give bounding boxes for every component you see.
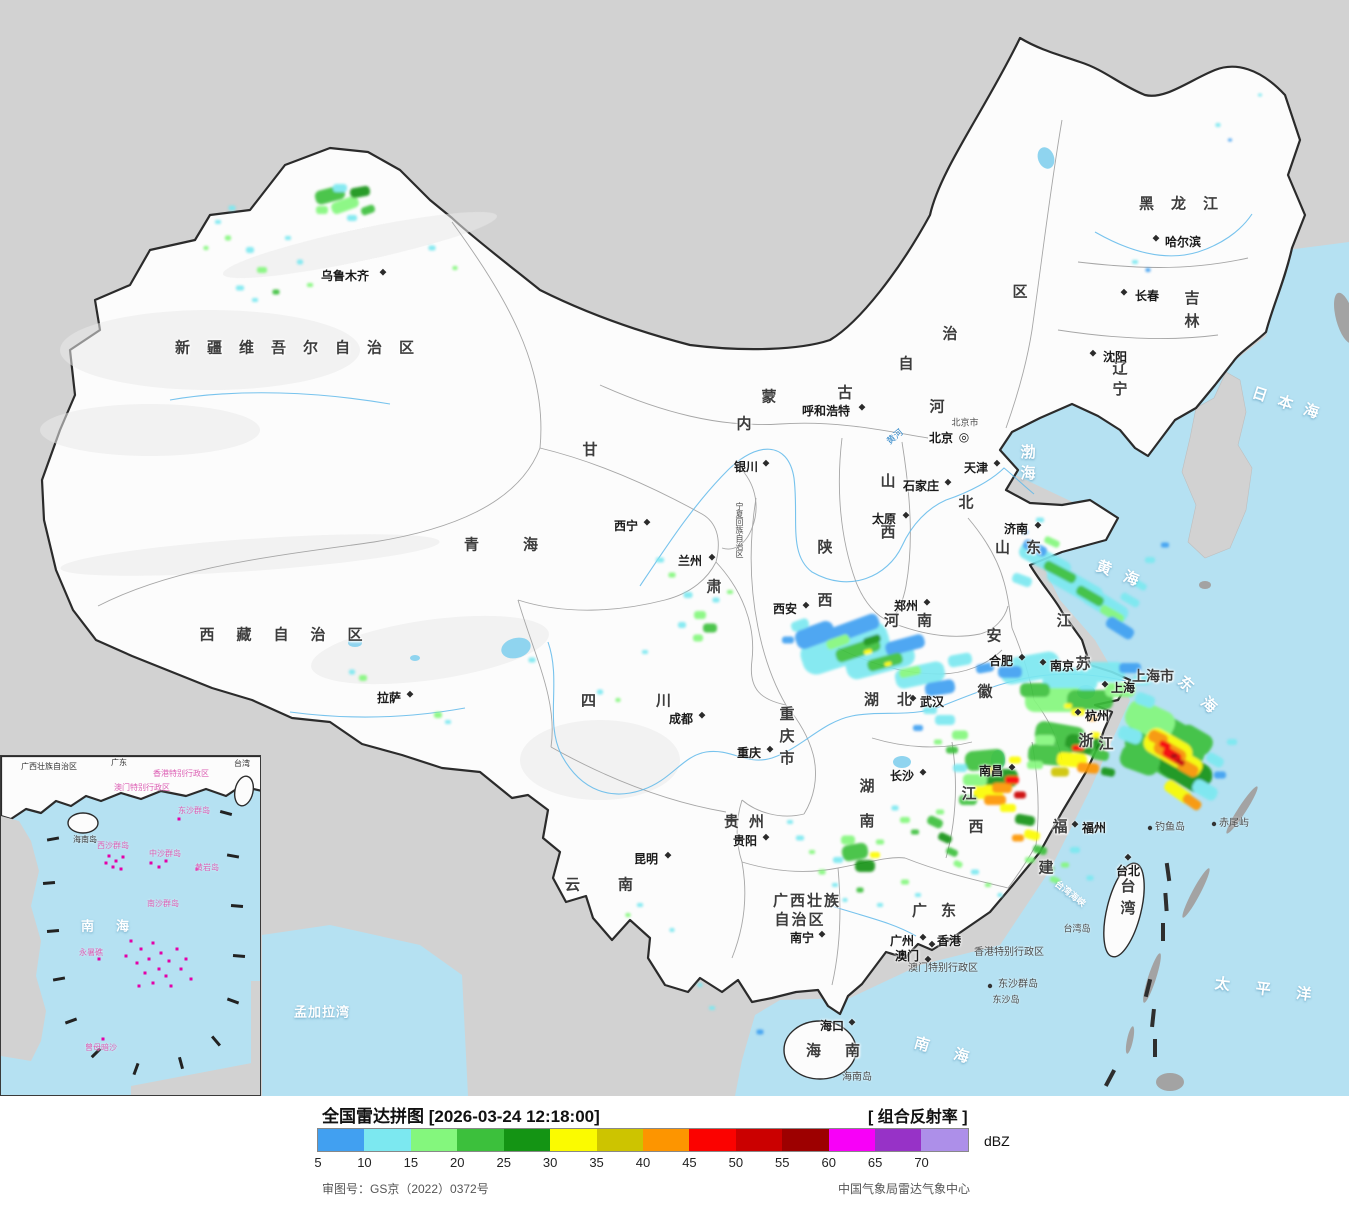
inset-indochina xyxy=(1,816,46,1061)
legend-tick-60: 60 xyxy=(821,1155,836,1170)
legend-unit: dBZ xyxy=(984,1133,1010,1149)
legend-tick-15: 15 xyxy=(403,1155,419,1170)
legend-tick-40: 40 xyxy=(635,1155,651,1170)
legend-color-15 xyxy=(410,1129,458,1151)
qinghai-lake xyxy=(501,637,531,659)
ryukyu-arc-3 xyxy=(1226,786,1258,834)
japan-island xyxy=(1334,292,1349,344)
ryukyu-arc-2 xyxy=(1182,868,1210,918)
legend-tick-65: 65 xyxy=(867,1155,883,1170)
legend-color-25 xyxy=(503,1129,551,1151)
legend-color-45 xyxy=(689,1129,736,1151)
pearl-river xyxy=(831,905,917,937)
hulun-lake xyxy=(1037,147,1055,169)
inset-canvas xyxy=(1,756,260,1095)
legend-title: 全国雷达拼图 [2026-03-24 12:18:00] xyxy=(322,1107,600,1126)
legend-color-10 xyxy=(364,1129,411,1151)
legend-tick-45: 45 xyxy=(682,1155,697,1170)
legend-product-name: [ 组合反射率 ] xyxy=(868,1109,968,1126)
dongting-lake xyxy=(893,756,911,768)
inset-hainan xyxy=(67,812,99,834)
terrain-shading xyxy=(40,211,680,800)
legend-tick-50: 50 xyxy=(728,1155,744,1170)
songhua-river xyxy=(1094,213,1253,257)
legend-color-5 xyxy=(318,1129,365,1151)
legend-tick-55: 55 xyxy=(775,1155,790,1170)
legend-panel: 全国雷达拼图 [2026-03-24 12:18:00] [ 组合反射率 ] d… xyxy=(0,1096,1349,1208)
legend-color-40 xyxy=(642,1129,690,1151)
jeju-island xyxy=(1199,581,1211,589)
legend-color-55 xyxy=(782,1129,829,1151)
legend-color-70 xyxy=(921,1129,968,1151)
inset-philippines xyxy=(251,981,260,1071)
map-approval-number: 审图号：GS京（2022）0372号 xyxy=(322,1182,489,1196)
legend-tick-30: 30 xyxy=(542,1155,558,1170)
bay-of-bengal xyxy=(262,925,468,1096)
radar-echo-layer xyxy=(203,93,1262,1035)
legend-color-65 xyxy=(875,1129,922,1151)
legend-tick-10: 10 xyxy=(357,1155,372,1170)
yangtze-river xyxy=(547,641,1127,795)
hainan-island xyxy=(783,1020,857,1080)
legend-color-30 xyxy=(550,1129,597,1151)
province-borders xyxy=(97,119,1249,986)
small-island-chain xyxy=(1125,1026,1135,1054)
island-dots-and-dashes xyxy=(987,821,1217,1087)
legend-tick-5: 5 xyxy=(314,1155,322,1170)
china-radar-map: 新疆维吾尔自治区 西藏自治区 青海甘肃内蒙古自治区黑龙江 吉林 辽宁河北山西 山东 河南 陕西… xyxy=(0,0,1349,1096)
luzon-island xyxy=(1156,1073,1184,1091)
legend-ticks: 5 10 15 20 25 30 35 40 45 50 55 60 65 70 xyxy=(314,1155,998,1171)
legend-tick-70: 70 xyxy=(914,1155,929,1170)
legend-color-50 xyxy=(735,1129,783,1151)
producer-credit: 中国气象局雷达气象中心 xyxy=(838,1182,971,1196)
legend-color-60 xyxy=(828,1129,876,1151)
inset-nine-dash-line xyxy=(42,809,246,1076)
yarlung-river xyxy=(289,707,466,718)
taiwan-island xyxy=(1103,862,1145,958)
legend-colorbar xyxy=(317,1128,969,1152)
neighbor-land xyxy=(1125,292,1349,1091)
inset-taiwan xyxy=(233,775,255,807)
inset-island-dots xyxy=(97,817,199,1041)
legend-color-20 xyxy=(457,1129,504,1151)
tibet-lake-2 xyxy=(410,655,420,661)
legend-tick-25: 25 xyxy=(496,1155,511,1170)
legend-color-35 xyxy=(596,1129,643,1151)
tibet-lake-1 xyxy=(348,639,362,647)
legend-tick-20: 20 xyxy=(450,1155,465,1170)
legend-tick-35: 35 xyxy=(589,1155,604,1170)
korea-peninsula xyxy=(1181,371,1253,559)
inset-borneo xyxy=(131,1061,260,1095)
yellow-river xyxy=(639,448,1035,587)
tarim-river xyxy=(169,392,391,405)
south-china-sea-inset: 广西壮族自治区 广东 台湾 香港特别行政区 澳门特别行政区 海南岛 东沙群岛 西沙群岛 中沙群岛… xyxy=(0,755,261,1096)
